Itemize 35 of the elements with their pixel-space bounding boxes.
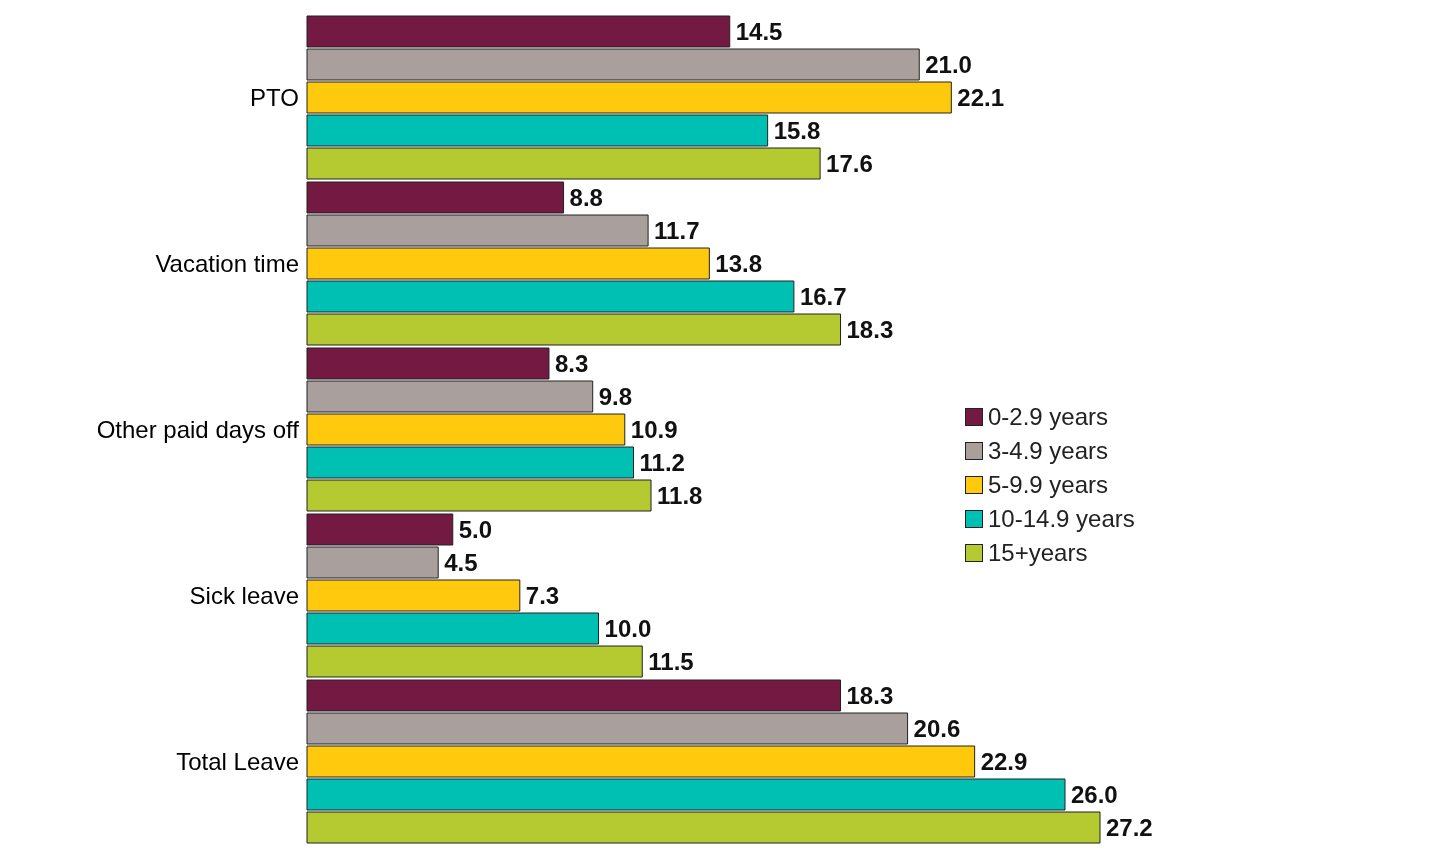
data-label: 13.8 [715, 249, 763, 277]
data-label: 27.2 [1106, 813, 1153, 841]
legend-label: 3-4.9 years [988, 436, 1109, 466]
data-label: 10.9 [630, 415, 678, 443]
data-label: 11.2 [639, 448, 685, 476]
data-label: 21.0 [925, 50, 972, 78]
data-label: 16.7 [799, 282, 847, 310]
legend-label: 0-2.9 years [988, 402, 1109, 432]
data-label: 18.3 [846, 681, 894, 709]
data-label: 22.1 [957, 83, 1005, 111]
y-tick-label: Other paid days off [96, 415, 300, 443]
data-label: 15.8 [773, 116, 821, 144]
data-label: 26.0 [1071, 780, 1118, 808]
data-label: 5.0 [458, 515, 493, 543]
data-label: 8.8 [569, 183, 603, 211]
data-label: 18.3 [846, 315, 894, 343]
data-label: 9.8 [598, 382, 633, 410]
legend-label: 10-14.9 years [988, 504, 1135, 534]
data-label: 17.6 [826, 149, 873, 177]
data-label: 11.8 [657, 481, 703, 509]
data-label: 10.0 [604, 614, 652, 642]
data-label: 7.3 [525, 581, 560, 609]
legend-label: 15+years [988, 538, 1088, 568]
data-label: 22.9 [980, 747, 1028, 775]
y-tick-label: Sick leave [189, 581, 299, 609]
data-label: 20.6 [913, 714, 961, 742]
data-label: 4.5 [444, 548, 478, 576]
data-label: 8.3 [554, 349, 589, 377]
y-tick-label: Vacation time [155, 249, 299, 277]
data-label: 14.5 [735, 17, 783, 45]
legend-label: 5-9.9 years [988, 470, 1109, 500]
data-label: 11.7 [654, 216, 700, 244]
data-label: 11.5 [648, 647, 694, 675]
y-tick-label: PTO [250, 83, 299, 111]
y-tick-label: Total Leave [176, 747, 299, 775]
